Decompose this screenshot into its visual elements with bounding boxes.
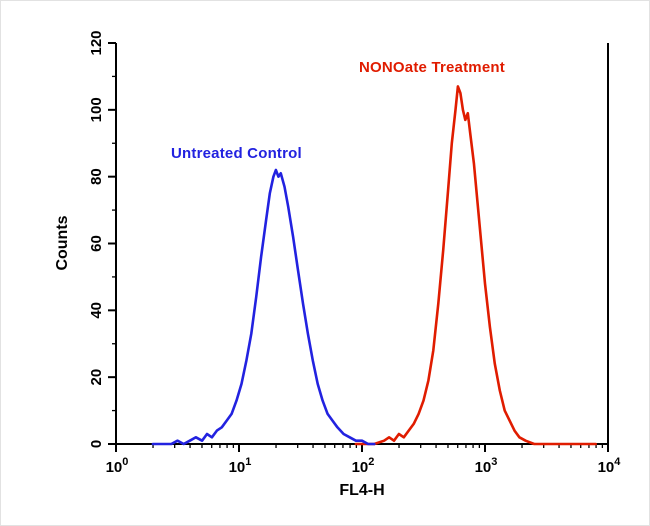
- y-tick-label: 0: [88, 440, 105, 448]
- x-tick-label: 102: [352, 456, 375, 476]
- curve-nonoate-treatment: [354, 85, 598, 446]
- y-tick-label: 40: [88, 302, 105, 319]
- y-tick-label: 100: [88, 97, 105, 122]
- x-tick-label: 100: [106, 456, 129, 476]
- x-tick-label: 104: [598, 456, 622, 476]
- y-tick-label: 60: [88, 235, 105, 252]
- y-tick-label: 80: [88, 168, 105, 185]
- y-tick-label: 120: [88, 30, 105, 55]
- x-axis-title: FL4-H: [339, 482, 385, 499]
- series-label-nonoate-treatment: NONOate Treatment: [359, 59, 505, 76]
- x-tick-label: 103: [475, 456, 498, 476]
- x-tick-label: 101: [229, 456, 252, 476]
- y-tick-label: 20: [88, 369, 105, 386]
- series-label-untreated-control: Untreated Control: [171, 145, 302, 162]
- curve-untreated-control: [151, 168, 376, 446]
- y-axis-title: Counts: [54, 215, 71, 271]
